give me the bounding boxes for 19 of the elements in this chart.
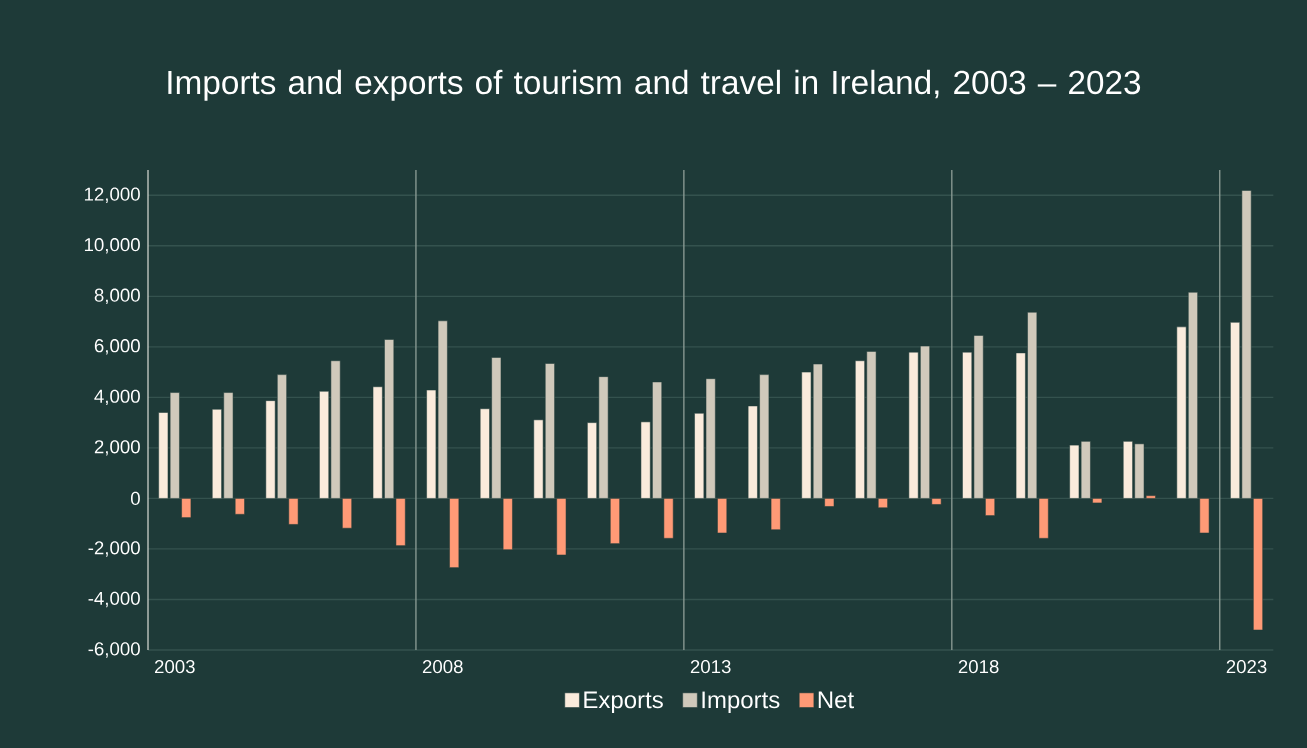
y-tick-label: 10,000 [84,238,140,254]
legend-label: Exports [584,691,663,714]
y-tick-label: -6,000 [88,642,140,658]
legend-label: Net [818,691,854,709]
y-tick-label: 6,000 [94,339,140,355]
y-tick-label: 0 [130,491,140,506]
y-tick-label: 8,000 [94,288,140,305]
x-tick-label: 2018 [958,660,999,674]
x-tick-label: 2003 [154,660,195,674]
x-tick-label: 2013 [690,660,731,674]
y-tick-label: -2,000 [88,541,140,557]
legend-label: Imports [702,691,780,714]
chart-title: Imports and exports of tourism and travel in Ireland, 2003 – 2023 [168,69,1141,101]
x-tick-label: 2008 [422,660,463,674]
y-tick-label: -4,000 [88,591,140,608]
y-tick-label: 12,000 [84,187,140,203]
y-tick-label: 4,000 [94,389,140,406]
x-tick-label: 2023 [1226,660,1267,674]
y-tick-label: 2,000 [94,440,140,456]
